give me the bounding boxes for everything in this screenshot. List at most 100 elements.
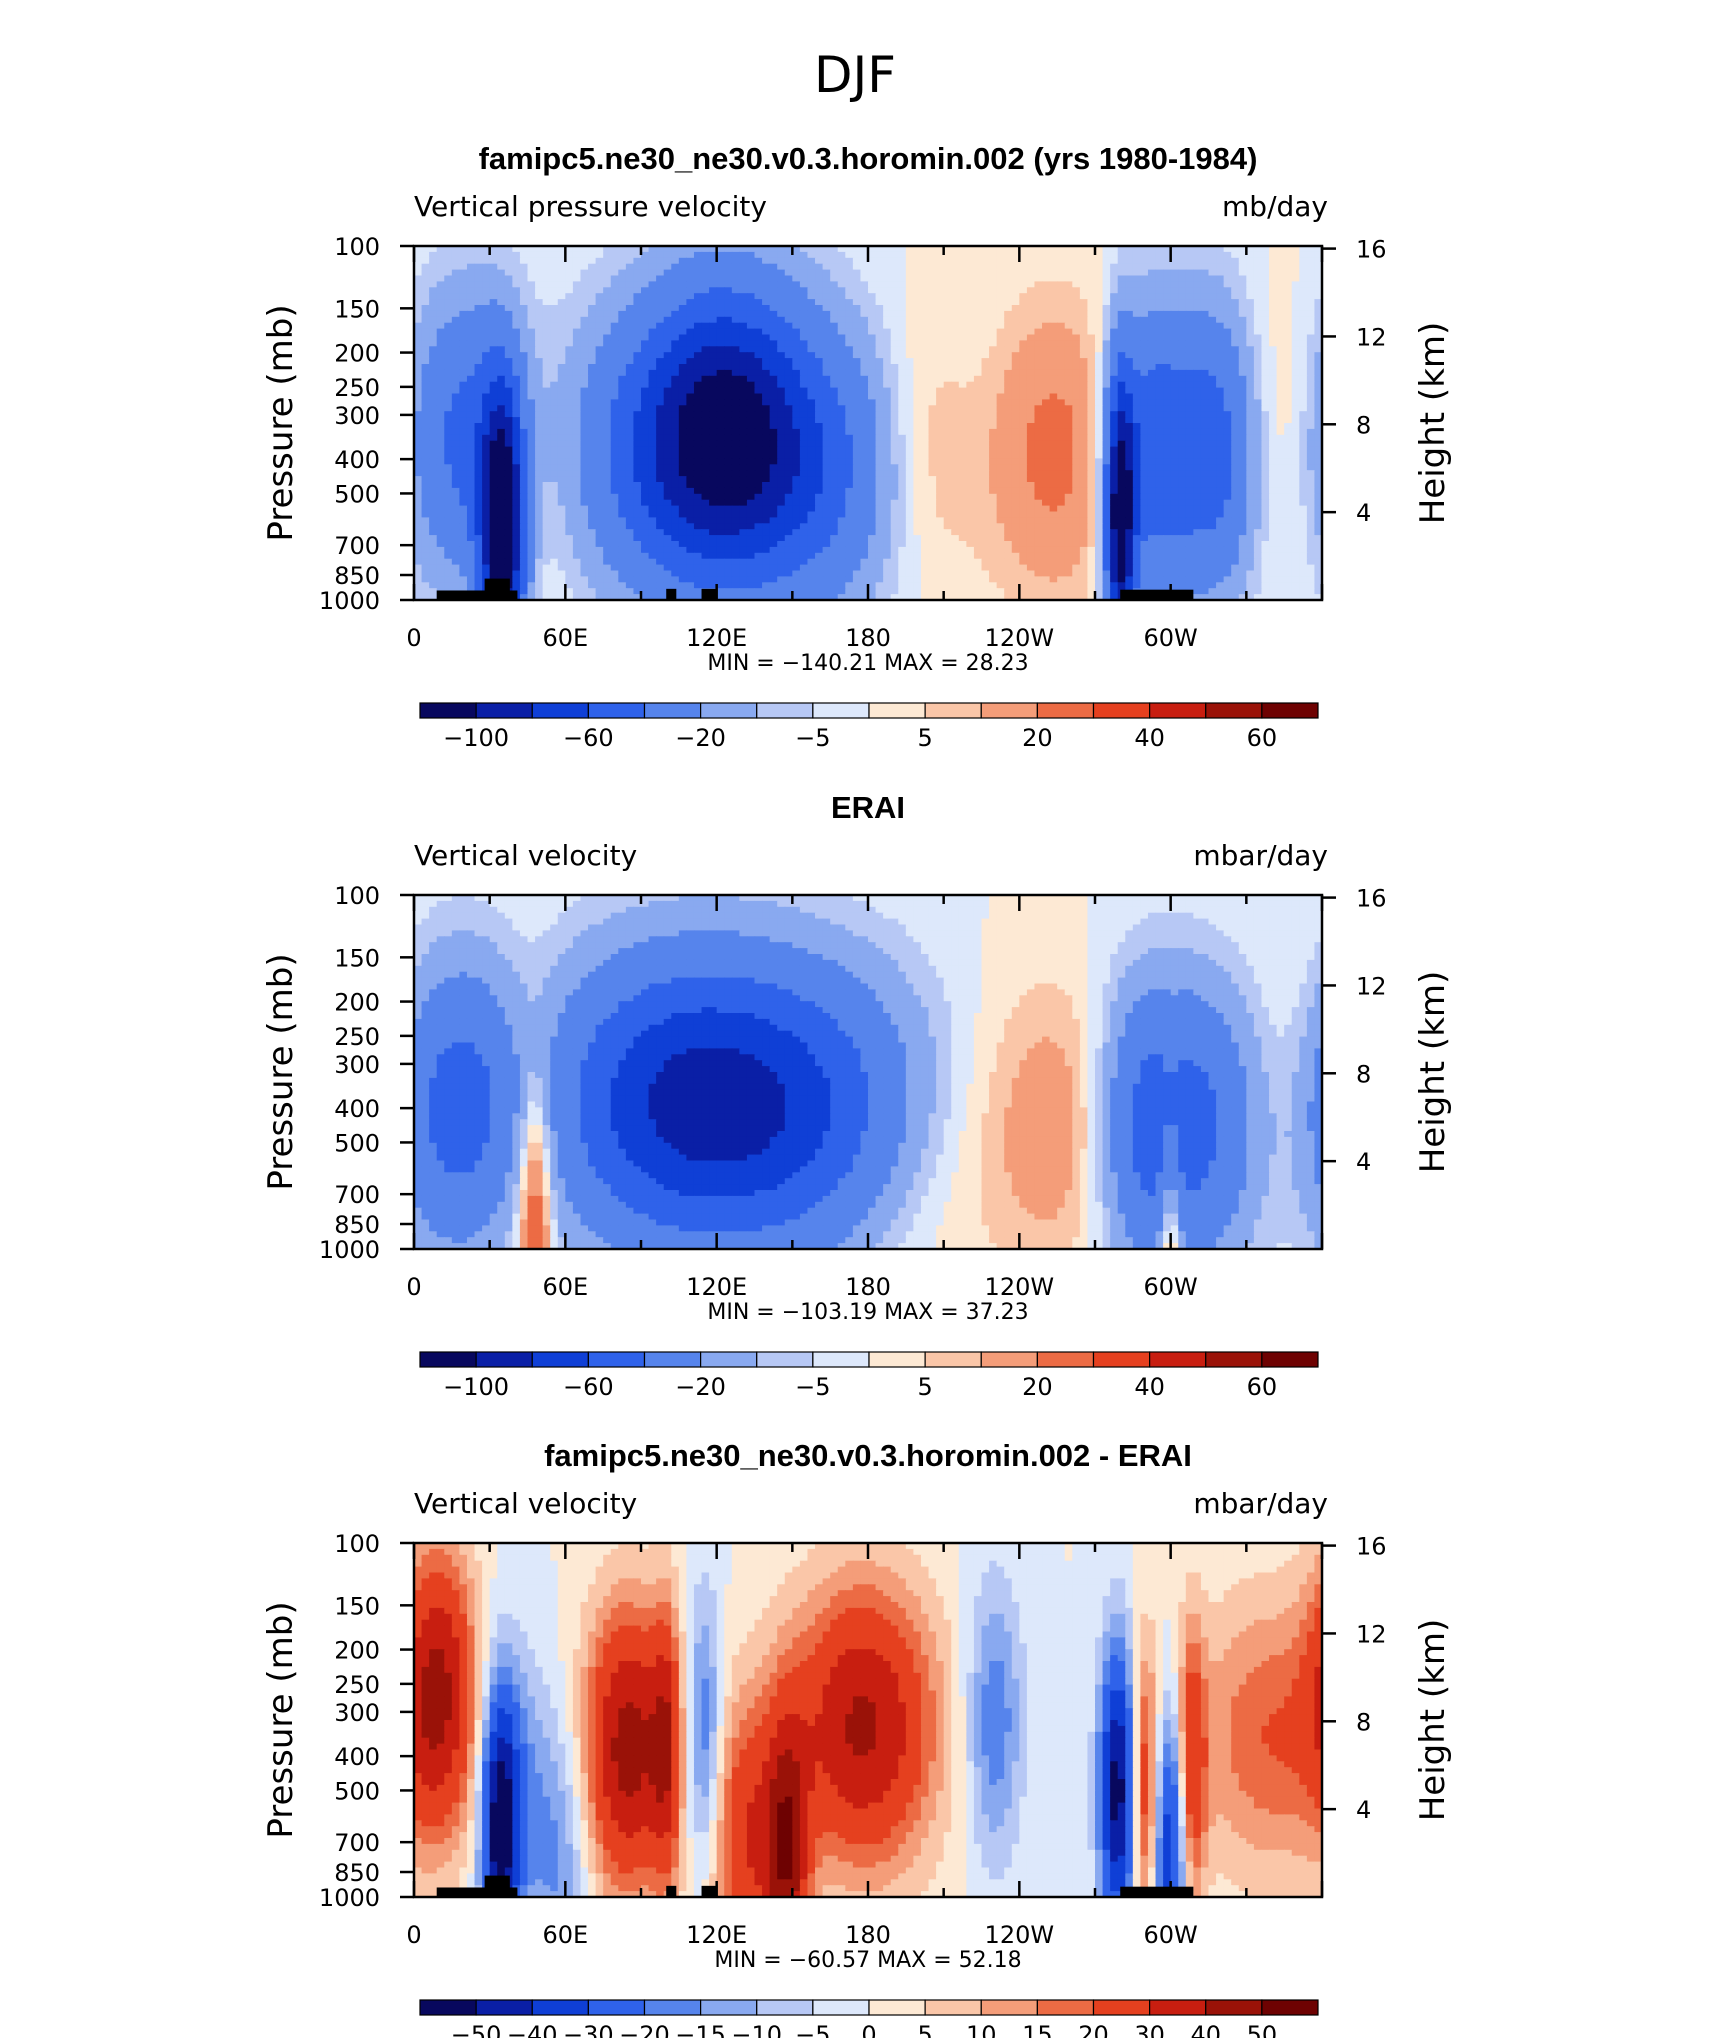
field-cell <box>1185 340 1194 347</box>
field-cell <box>1034 399 1043 406</box>
field-cell <box>429 299 438 306</box>
field-cell <box>1284 405 1293 412</box>
field-cell <box>973 293 983 300</box>
field-cell <box>1223 322 1232 330</box>
field-cell <box>883 470 892 477</box>
field-cell <box>905 482 914 489</box>
field-cell <box>724 369 733 377</box>
field-cell <box>973 381 983 389</box>
field-cell <box>610 352 619 359</box>
field-cell <box>482 440 491 448</box>
field-cell <box>936 393 945 400</box>
field-cell <box>459 411 468 418</box>
field-cell <box>580 487 589 495</box>
field-cell <box>1132 458 1141 465</box>
field-cell <box>1314 281 1323 288</box>
field-cell <box>459 381 468 389</box>
field-cell <box>1087 375 1096 383</box>
field-cell <box>762 328 771 336</box>
field-cell <box>996 352 1005 359</box>
field-cell <box>1223 446 1232 454</box>
field-cell <box>1034 411 1043 418</box>
field-cell <box>830 334 839 341</box>
field-cell <box>1314 275 1323 282</box>
field-cell <box>1208 417 1217 424</box>
field-cell <box>981 482 990 489</box>
field-cell <box>633 257 642 265</box>
field-cell <box>951 299 960 306</box>
field-cell <box>527 322 536 330</box>
field-cell <box>1132 334 1141 341</box>
field-cell <box>784 310 793 318</box>
field-cell <box>519 464 529 471</box>
field-cell <box>1238 452 1247 459</box>
field-cell <box>973 346 983 353</box>
field-cell <box>1042 476 1051 483</box>
field-cell <box>648 352 657 359</box>
field-cell <box>830 263 839 271</box>
field-cell <box>928 352 937 359</box>
field-cell <box>1253 246 1263 253</box>
field-cell <box>784 482 793 489</box>
field-cell <box>1238 287 1247 294</box>
field-cell <box>799 487 809 495</box>
field-cell <box>1155 275 1164 282</box>
field-cell <box>845 275 854 282</box>
field-cell <box>1117 293 1126 300</box>
field-cell <box>739 387 748 395</box>
field-cell <box>1072 440 1081 448</box>
field-cell <box>996 269 1005 277</box>
field-cell <box>595 369 604 377</box>
field-cell <box>542 299 551 306</box>
field-cell <box>625 287 635 294</box>
field-cell <box>762 263 771 271</box>
field-cell <box>686 482 695 489</box>
field-cell <box>595 305 604 312</box>
field-cell <box>459 405 468 412</box>
field-cell <box>671 393 680 400</box>
field-cell <box>1057 316 1066 324</box>
field-cell <box>489 246 498 253</box>
field-cell <box>822 257 831 265</box>
field-cell <box>550 364 559 371</box>
field-cell <box>1253 417 1263 424</box>
field-cell <box>1004 482 1013 489</box>
field-cell <box>633 287 642 294</box>
field-cell <box>928 287 937 294</box>
field-cell <box>429 452 438 459</box>
field-cell <box>1026 257 1036 265</box>
field-cell <box>535 440 544 448</box>
field-cell <box>444 369 453 377</box>
field-cell <box>1284 346 1293 353</box>
field-cell <box>1125 352 1134 359</box>
field-cell <box>1034 275 1043 282</box>
field-cell <box>1238 381 1247 389</box>
field-cell <box>966 458 975 465</box>
field-cell <box>459 423 468 430</box>
field-cell <box>799 275 809 282</box>
field-cell <box>1276 482 1285 489</box>
field-cell <box>1223 399 1232 406</box>
field-cell <box>474 487 483 495</box>
field-cell <box>686 305 695 312</box>
field-cell <box>868 411 877 418</box>
field-cell <box>1019 423 1028 430</box>
field-cell <box>898 423 907 430</box>
field-cell <box>1178 381 1187 389</box>
field-cell <box>701 399 710 406</box>
field-cell <box>966 251 975 259</box>
field-cell <box>875 405 884 412</box>
field-cell <box>686 257 695 265</box>
field-cell <box>474 269 483 277</box>
field-cell <box>1064 411 1073 418</box>
field-cell <box>792 440 801 448</box>
field-cell <box>724 387 733 395</box>
field-cell <box>815 287 824 294</box>
field-cell <box>429 246 438 253</box>
field-cell <box>1140 470 1149 477</box>
field-cell <box>724 263 733 271</box>
field-cell <box>701 364 710 371</box>
field-cell <box>875 399 884 406</box>
field-cell <box>572 364 582 371</box>
field-cell <box>633 328 642 336</box>
